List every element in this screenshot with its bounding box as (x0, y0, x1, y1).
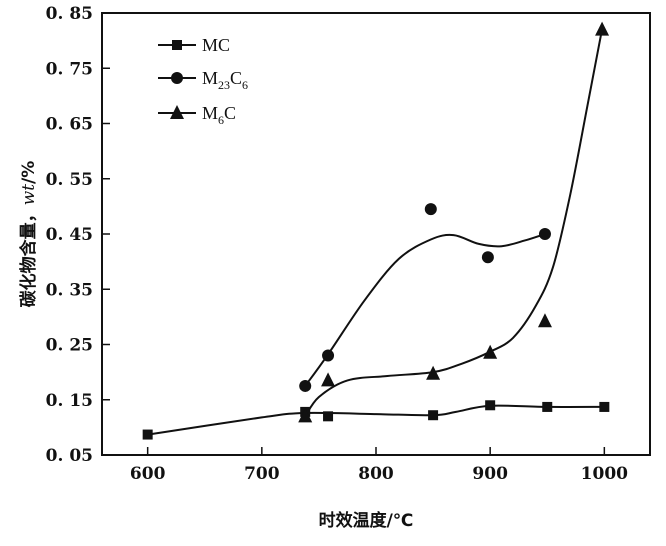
data-point-m23c6 (322, 349, 335, 362)
x-tick-label: 800 (358, 464, 394, 484)
data-point-m23c6 (538, 228, 551, 240)
x-tick-label: 900 (472, 464, 508, 484)
x-tick-label: 1000 (581, 464, 628, 484)
data-point-mc (323, 411, 334, 422)
legend-label-sub: 6 (218, 113, 224, 127)
y-tick-label: 0. 05 (46, 446, 93, 466)
series-curves (147, 29, 605, 436)
series-markers (142, 21, 610, 440)
series-line-m6c (304, 29, 603, 417)
data-point-m23c6 (481, 251, 494, 264)
ticks: 600 700 800 900 1000 0. 05 0. 15 0. 25 0. 35 0. 4… (46, 4, 628, 484)
legend-marker-m6c (170, 105, 184, 119)
legend-label-main: M (202, 68, 218, 88)
y-axis-title-prefix: 碳化物含量， (18, 205, 39, 307)
legend-label-mc: MC (202, 35, 230, 55)
legend-label-tail: C (224, 103, 236, 123)
legend-label-sub: 6 (242, 78, 248, 92)
y-tick-label: 0. 75 (46, 59, 93, 79)
y-axis-title-suffix: /% (19, 161, 39, 184)
y-tick-label: 0. 15 (46, 391, 93, 411)
data-point-m23c6 (424, 203, 437, 216)
series-line-mc (147, 404, 605, 436)
plot-frame (101, 12, 651, 456)
legend-label-sub: 23 (218, 78, 230, 92)
series-line-m23c6 (304, 233, 546, 387)
y-tick-label: 0. 85 (46, 4, 93, 24)
legend-marker-mc (172, 40, 182, 50)
data-point-m6c (595, 21, 610, 36)
legend-marker-m23c6 (171, 72, 183, 84)
legend-label-tail: C (230, 68, 242, 88)
data-point-mc (428, 410, 439, 421)
x-tick-label: 700 (244, 464, 280, 484)
data-point-m6c (426, 365, 441, 380)
data-point-m6c (483, 344, 498, 359)
y-tick-label: 0. 65 (46, 115, 93, 135)
data-point-m6c (321, 372, 336, 387)
data-point-mc (142, 429, 153, 440)
y-axis-title-italic: wt (19, 184, 39, 206)
data-point-mc (599, 401, 610, 412)
legend-label-m23c6: M23C6 (202, 68, 248, 92)
x-axis-title: 时效温度/℃ (319, 510, 414, 531)
data-point-mc (485, 400, 496, 411)
y-tick-label: 0. 45 (46, 225, 93, 245)
legend-label-m6c: M6C (202, 103, 236, 127)
data-point-m6c (537, 313, 552, 328)
legend-label-main: M (202, 103, 218, 123)
x-tick-label: 600 (130, 464, 166, 484)
y-axis-title: 碳化物含量，wt/% (18, 161, 39, 308)
legend-label-main: MC (202, 35, 230, 55)
y-tick-label: 0. 35 (46, 280, 93, 300)
data-point-m6c (298, 408, 313, 423)
data-point-mc (542, 401, 553, 412)
y-tick-label: 0. 55 (46, 170, 93, 190)
y-tick-label: 0. 25 (46, 336, 93, 356)
data-point-m23c6 (299, 379, 312, 392)
